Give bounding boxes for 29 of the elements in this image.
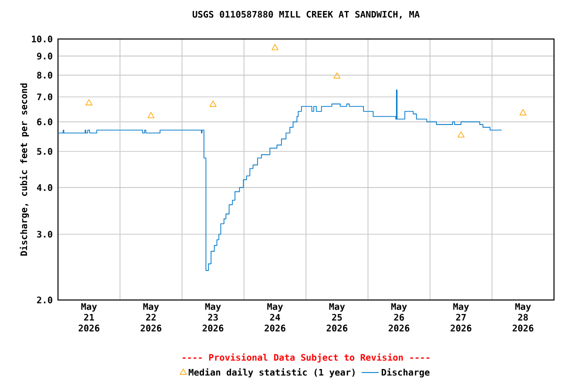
x-tick-label: May 26 2026 [388, 303, 410, 332]
legend-label: Discharge [382, 368, 430, 378]
y-tick-label: 7.0 [37, 93, 52, 100]
text: ---- Provisional Data Subject to Revision ---- [182, 353, 430, 363]
point [458, 131, 464, 138]
x-tick-label: May 22 2026 [140, 303, 162, 332]
point [210, 100, 216, 107]
y-tick-label: 10.0 [32, 36, 52, 42]
y-tick-label: 2.0 [37, 296, 52, 304]
x-tick-label: May 28 2026 [512, 303, 534, 332]
point [148, 112, 154, 118]
x-tick-label: May 27 2026 [450, 303, 472, 332]
point [334, 72, 340, 79]
y-tick-label: 9.0 [37, 52, 52, 60]
x-tick-label: May 21 2026 [78, 303, 100, 332]
y-tick-label: 3.0 [37, 230, 52, 238]
point [86, 99, 92, 106]
chart-title: USGS 0110587880 MILL CREEK AT SANDWICH, MA [192, 10, 420, 19]
legend-label: Median daily statistic (1 year) [188, 368, 355, 378]
y-tick-label: 5.0 [37, 148, 52, 155]
x-tick-label: May 24 2026 [264, 303, 286, 332]
point [272, 44, 278, 50]
y-tick-label: 8.0 [37, 72, 52, 79]
y-tick-label: 6.0 [37, 118, 52, 126]
y-axis-title: Discharge, cubic feet per second [20, 83, 29, 256]
y-tick-label: 4.0 [37, 184, 52, 191]
x-tick-label: May 23 2026 [202, 303, 224, 332]
point [520, 109, 526, 116]
x-tick-label: May 25 2026 [326, 303, 348, 332]
